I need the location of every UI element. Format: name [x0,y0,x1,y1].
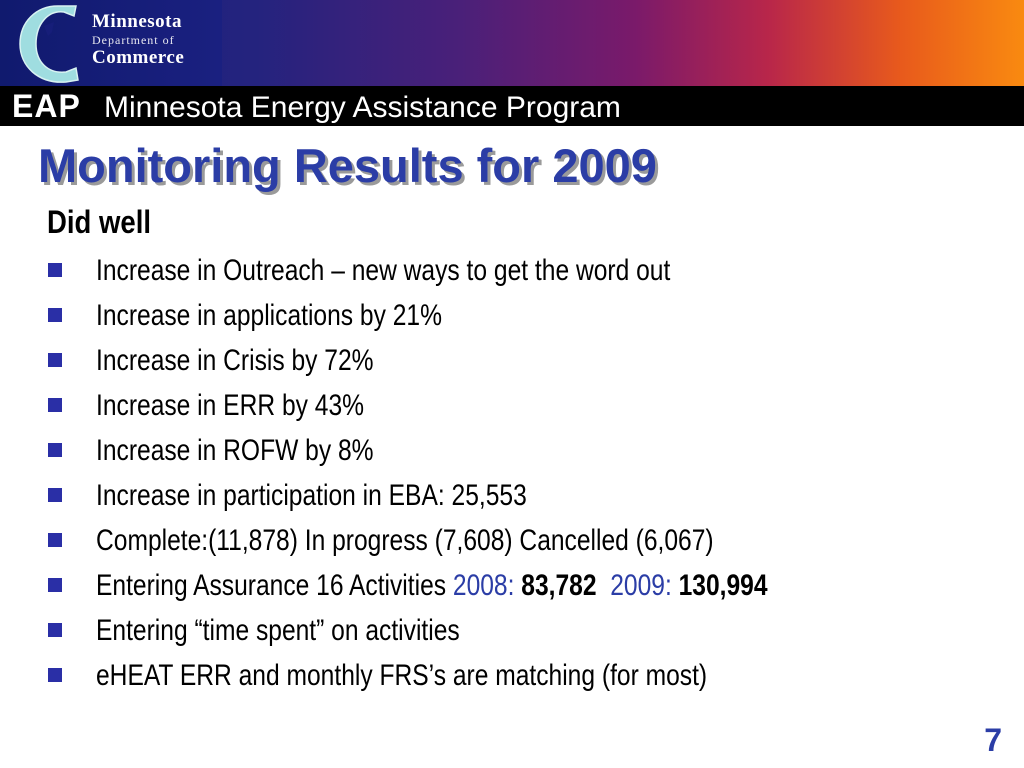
logo-line-department: Department of [92,33,175,47]
eap-label: EAP [12,88,81,124]
bullet-text: Entering “time spent” on activities [96,614,460,647]
bullet-text: Increase in Crisis by 72% [96,344,374,377]
value-2009: 130,994 [678,569,768,602]
square-bullet-icon [48,578,62,592]
logo-line-minnesota: Minnesota [92,11,182,32]
program-name: Minnesota Energy Assistance Program [104,91,621,124]
assurance-prefix: Entering Assurance 16 Activities [96,569,453,602]
subheading-did-well: Did well [47,204,151,240]
square-bullet-icon [48,668,62,682]
bullet-text: Increase in Outreach – new ways to get t… [96,254,671,287]
bullet-text: Increase in ROFW by 8% [96,434,374,467]
commerce-logo: Minnesota Department of Commerce [0,0,222,86]
bullet-text: Complete:(11,878) In progress (7,608) Ca… [96,524,714,557]
label-2009: 2009: [610,569,679,602]
page-number: 7 [984,722,1002,758]
top-banner: Minnesota Department of Commerce [0,0,1024,86]
program-title-bar: EAP Minnesota Energy Assistance Program [0,86,1024,126]
bullet-text: Increase in ERR by 43% [96,389,364,422]
bullet-text: Increase in applications by 21% [96,299,442,332]
bullet-text-assurance: Entering Assurance 16 Activities 2008: 8… [96,565,768,607]
square-bullet-icon [48,533,62,547]
square-bullet-icon [48,443,62,457]
logo-line-commerce: Commerce [92,47,185,68]
bullet-text: eHEAT ERR and monthly FRS’s are matching… [96,659,708,692]
square-bullet-icon [48,263,62,277]
minnesota-c-logo-icon [19,5,79,83]
square-bullet-icon [48,308,62,322]
label-2008: 2008: [452,569,522,602]
logo-wordmark: Minnesota Department of Commerce [92,12,184,67]
square-bullet-icon [48,398,62,412]
slide-title: Monitoring Results for 2009 [38,139,657,192]
value-2008: 83,782 [521,569,597,602]
bullet-text: Increase in participation in EBA: 25,553 [96,479,527,512]
square-bullet-icon [48,623,62,637]
square-bullet-icon [48,353,62,367]
square-bullet-icon [48,488,62,502]
